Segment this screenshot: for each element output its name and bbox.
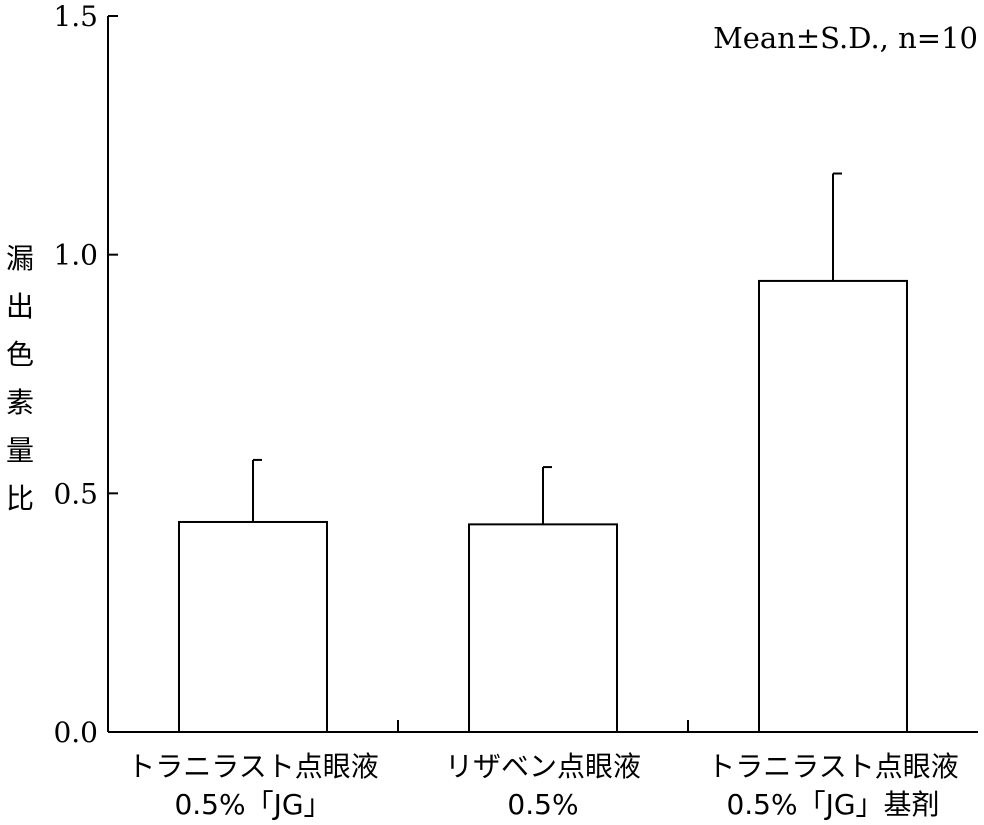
x-tick-label: トラニラスト点眼液 (707, 750, 958, 783)
y-tick-label: 1.0 (53, 239, 98, 272)
bar (178, 520, 328, 733)
y-tick-label: 1.5 (53, 0, 98, 33)
y-axis-label-char: 色 (6, 338, 34, 371)
y-axis-label-char: 出 (6, 290, 34, 323)
bar (468, 523, 618, 733)
y-tick-label: 0.5 (53, 477, 98, 510)
x-category-dividers (397, 720, 689, 732)
x-tick-label: 0.5%「JG」 (174, 788, 331, 821)
x-tick-label: リザベン点眼液 (445, 750, 641, 783)
y-axis-label-char: 素 (6, 386, 34, 419)
x-tick-label: 0.5%「JG」基剤 (726, 788, 939, 821)
y-axis-label-char: 比 (6, 482, 34, 515)
error-bars (252, 172, 842, 525)
bar (758, 279, 908, 733)
y-axis-label-char: 量 (6, 434, 34, 467)
annotation-mean-sd: Mean±S.D., n=10 (713, 21, 978, 55)
x-tick-labels: トラニラスト点眼液 0.5%「JG」 リザベン点眼液 0.5% トラニラスト点眼液 0.5… (127, 750, 958, 821)
bars (178, 279, 908, 733)
y-tick-label: 0.0 (53, 716, 98, 749)
x-tick-label: 0.5% (507, 788, 578, 821)
y-axis-label-char: 漏 (6, 242, 34, 275)
x-tick-label: トラニラスト点眼液 (127, 750, 378, 783)
y-ticks: 0.0 0.5 1.0 1.5 (53, 0, 118, 749)
